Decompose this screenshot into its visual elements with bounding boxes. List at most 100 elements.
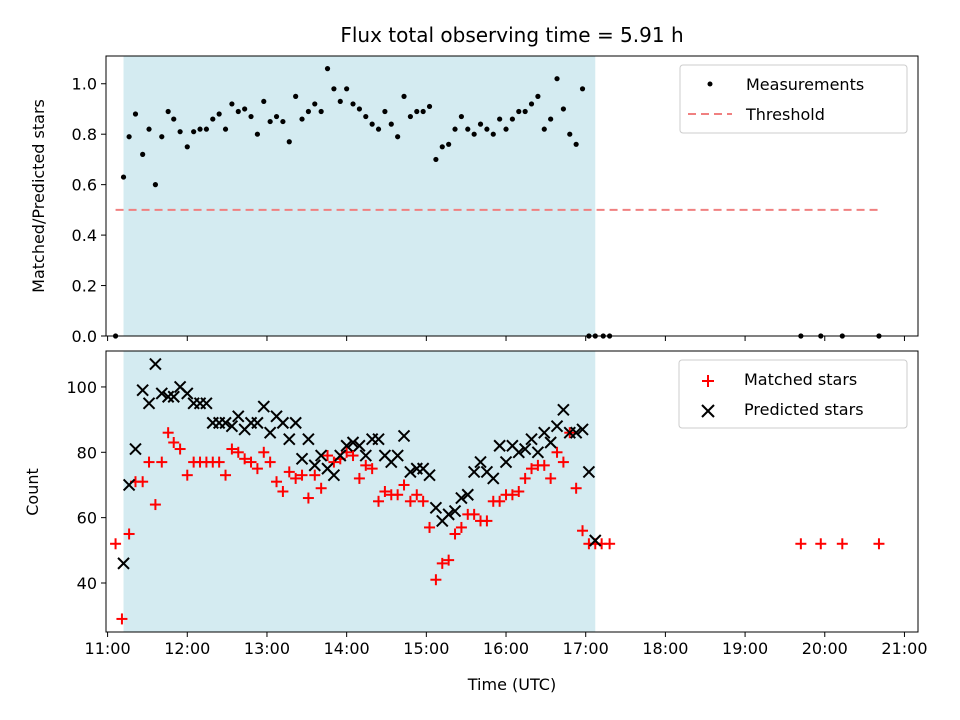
matched-star-point: [815, 538, 827, 550]
predicted-star-point: [518, 442, 532, 456]
x-tick-label: 12:00: [164, 639, 210, 658]
x-tick-label: 14:00: [324, 639, 370, 658]
bottom-y-axis-label: Count: [23, 468, 42, 516]
matched-star-point: [149, 499, 161, 511]
matched-star-point: [251, 463, 263, 475]
predicted-star-point: [557, 403, 570, 417]
top-panel: 0.0 0.2 0.4 0.6 0.8 1.0 Matched/Predicted sta…: [29, 55, 919, 346]
measurement-point: [356, 106, 363, 112]
x-tick-label: 19:00: [722, 639, 768, 658]
measurement-point: [535, 93, 541, 99]
matched-star-point: [360, 459, 372, 471]
measurement-point: [509, 116, 515, 122]
top-legend: Measurements Threshold: [679, 64, 908, 134]
matched-star-point: [417, 495, 429, 507]
measurement-point: [132, 111, 139, 117]
matched-star-point: [443, 554, 455, 566]
matched-star-point: [258, 446, 270, 458]
matched-star-point: [302, 492, 314, 504]
predicted-star-point: [448, 504, 462, 518]
x-tick-label: 20:00: [802, 639, 848, 658]
measurement-point: [477, 121, 484, 127]
predicted-star-point: [340, 439, 353, 452]
predicted-star-point: [487, 472, 500, 485]
predicted-star-point: [257, 400, 270, 413]
top-plot-frame: [105, 55, 919, 337]
matched-star-point: [430, 574, 442, 586]
top-y-tick-label: 0.2: [72, 277, 97, 296]
measurement-point: [216, 111, 222, 117]
bottom-y-ticks: 40 60 80 100: [66, 378, 106, 593]
predicted-star-point: [397, 429, 411, 443]
matched-star-point: [143, 456, 155, 468]
matched-star-point: [213, 456, 225, 468]
predicted-star-point: [544, 436, 557, 449]
matched-star-point: [449, 528, 461, 540]
matched-star-point: [570, 482, 582, 494]
predicted-star-point: [155, 387, 168, 400]
x-tick-label: 21:00: [881, 639, 927, 658]
matched-star-point: [373, 495, 385, 507]
measurement-point: [528, 101, 535, 107]
matched-star-point: [116, 613, 128, 625]
matched-star-point: [110, 538, 122, 550]
predicted-star-point: [499, 455, 513, 469]
measurement-point: [293, 93, 299, 99]
matched-star-point: [873, 538, 885, 550]
predicted-star-point: [161, 390, 175, 403]
matched-star-point: [137, 476, 149, 488]
predicted-star-point: [442, 508, 455, 521]
bottom-panel: 11:00 12:00 13:00 14:00 15:00 16:00 17:00 18:00…: [23, 350, 928, 694]
matched-star-point: [379, 486, 391, 497]
matched-star-point: [239, 453, 251, 465]
matched-star-point: [424, 521, 436, 533]
matched-star-point: [322, 450, 334, 462]
chart-title: Flux total observing time = 5.91 h: [340, 23, 683, 47]
measurement-point: [401, 93, 407, 99]
measurement-point: [184, 144, 190, 150]
predicted-star-point: [582, 465, 596, 479]
predicted-star-point: [467, 465, 481, 479]
measurement-point: [344, 86, 350, 92]
bottom-y-tick-label: 60: [77, 509, 97, 528]
predicted-star-point: [129, 442, 142, 456]
measurement-points: [112, 66, 882, 339]
matched-star-point: [181, 469, 193, 481]
measurement-point: [471, 131, 477, 137]
predicted-star-point: [142, 397, 156, 410]
matched-star-point: [468, 508, 480, 520]
top-y-ticks: 0.0 0.2 0.4 0.6 0.8 1.0: [72, 75, 106, 346]
measurement-point: [146, 126, 152, 132]
top-observing-window: [123, 56, 596, 336]
measurement-point: [388, 121, 394, 127]
measurement-point: [273, 113, 280, 120]
matched-star-point: [411, 489, 423, 501]
measurement-point: [120, 174, 127, 180]
measurement-point: [267, 118, 273, 125]
matched-star-point: [315, 482, 327, 494]
predicted-star-point: [117, 557, 130, 570]
matched-star-point: [436, 557, 448, 569]
measurement-point: [171, 116, 177, 122]
measurement-point: [369, 121, 375, 127]
matched-star-point: [328, 456, 340, 468]
top-y-tick-label: 0.6: [72, 176, 97, 195]
predicted-star-point: [512, 446, 525, 459]
measurement-point: [541, 126, 547, 132]
predicted-star-point: [295, 452, 309, 466]
predicted-star-point: [346, 436, 360, 449]
measurement-point: [261, 98, 267, 105]
matched-star-point: [168, 436, 180, 448]
matched-star-point: [309, 469, 321, 481]
measurement-point: [318, 108, 324, 115]
bottom-observing-window: [123, 351, 596, 632]
matched-star-point: [162, 427, 174, 439]
measurement-point: [152, 182, 159, 188]
matched-star-point: [398, 479, 410, 491]
predicted-star-point: [200, 397, 213, 410]
predicted-star-point: [550, 419, 564, 433]
predicted-star-point: [429, 501, 443, 515]
matched-star-point: [174, 443, 186, 455]
matched-star-point: [123, 528, 135, 540]
